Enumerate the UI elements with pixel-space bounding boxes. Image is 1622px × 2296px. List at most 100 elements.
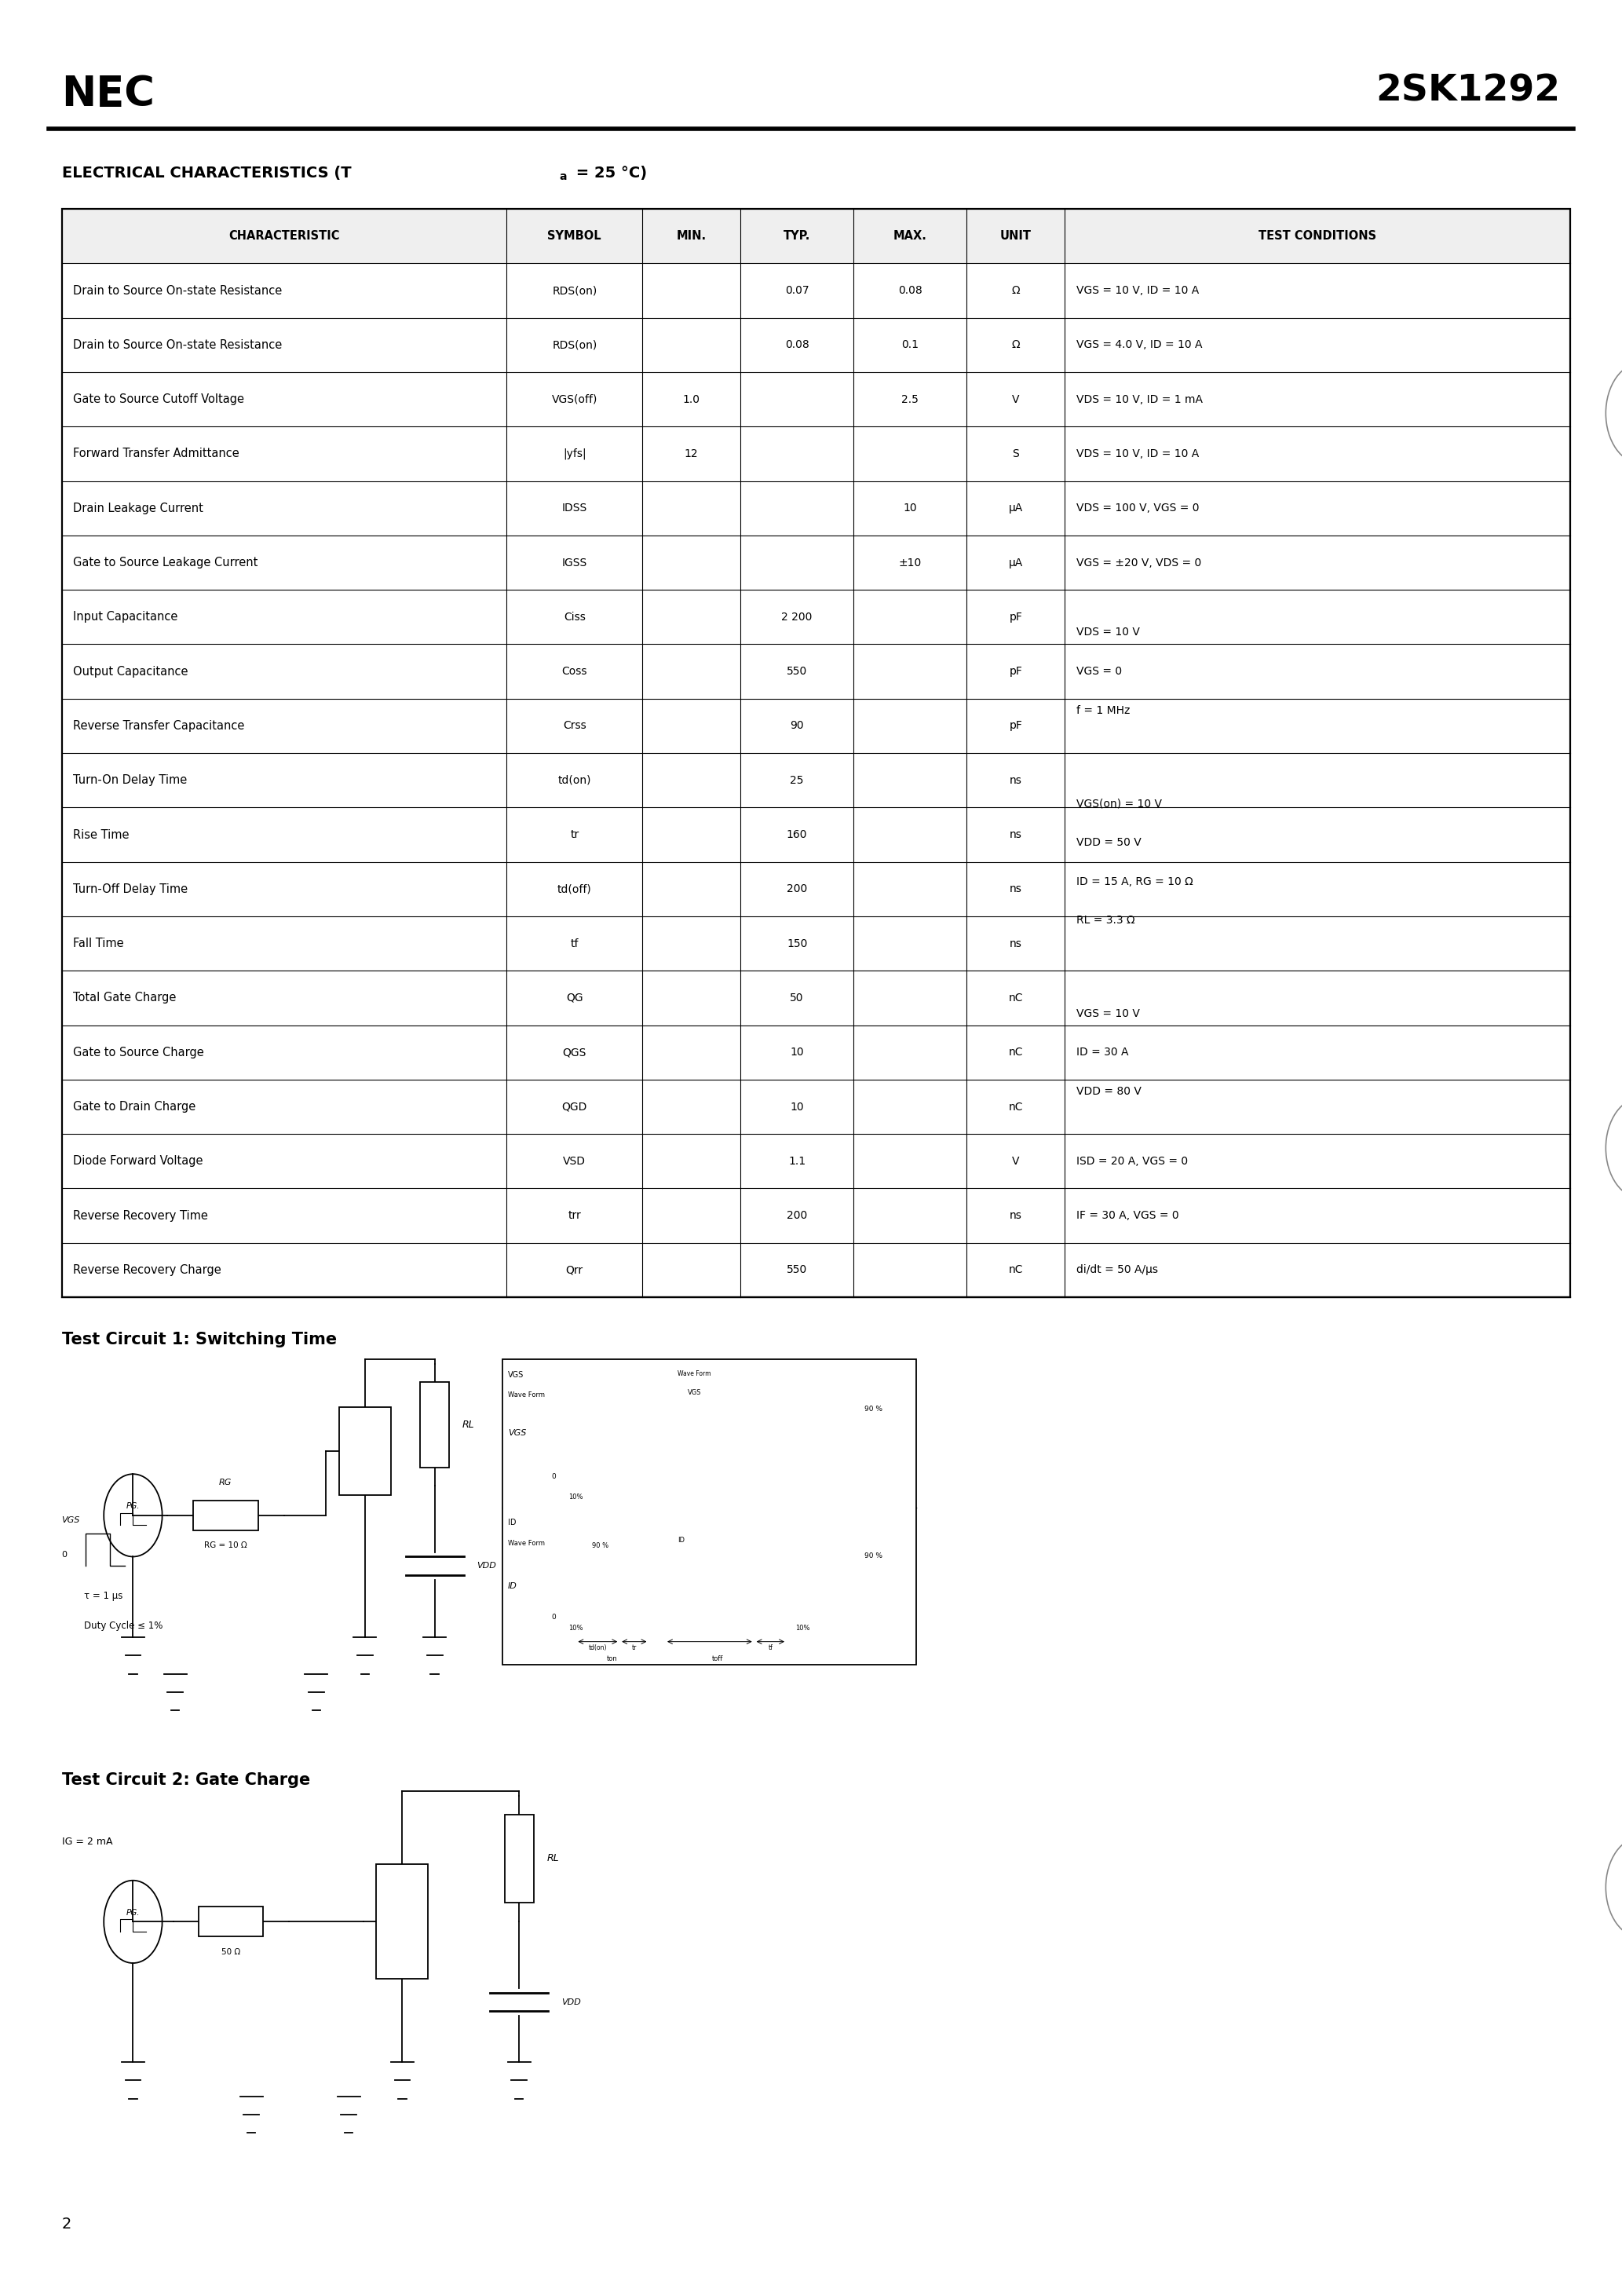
Bar <box>376 1864 428 1979</box>
Text: RG = 10 Ω: RG = 10 Ω <box>204 1543 247 1550</box>
Bar <box>339 1407 391 1495</box>
Text: 10%: 10% <box>569 1492 582 1502</box>
Text: SYMBOL: SYMBOL <box>548 230 602 241</box>
Text: RG: RG <box>219 1479 232 1488</box>
Text: 2: 2 <box>62 2218 71 2232</box>
Text: ID: ID <box>508 1520 516 1527</box>
Text: Gate to Source Leakage Current: Gate to Source Leakage Current <box>73 556 258 569</box>
Text: Input Capacitance: Input Capacitance <box>73 611 178 622</box>
Bar <box>62 209 1570 1297</box>
Text: Turn-Off Delay Time: Turn-Off Delay Time <box>73 884 188 895</box>
Text: pF: pF <box>1009 721 1022 732</box>
Text: Reverse Recovery Time: Reverse Recovery Time <box>73 1210 208 1221</box>
Text: 2SK1292: 2SK1292 <box>1375 73 1560 108</box>
Text: 0: 0 <box>551 1614 556 1621</box>
Text: 10%: 10% <box>569 1626 582 1632</box>
Text: PG.: PG. <box>127 1908 139 1917</box>
Text: ton: ton <box>607 1655 618 1662</box>
Text: 90 %: 90 % <box>865 1405 882 1412</box>
Text: ID = 15 A, RG = 10 Ω: ID = 15 A, RG = 10 Ω <box>1075 877 1192 886</box>
Text: IDSS: IDSS <box>561 503 587 514</box>
Text: RL: RL <box>462 1419 475 1430</box>
Text: 50 Ω: 50 Ω <box>222 1947 240 1956</box>
Text: RDS(on): RDS(on) <box>551 285 597 296</box>
Text: PG.: PG. <box>127 1502 139 1511</box>
Text: Total Gate Charge: Total Gate Charge <box>73 992 177 1003</box>
Text: Diode Forward Voltage: Diode Forward Voltage <box>73 1155 203 1166</box>
Text: VGS: VGS <box>688 1389 701 1396</box>
Text: TYP.: TYP. <box>783 230 811 241</box>
Bar <box>420 1382 449 1467</box>
Text: 50: 50 <box>790 992 805 1003</box>
Text: ID: ID <box>678 1536 684 1543</box>
Text: VDS = 10 V: VDS = 10 V <box>1075 627 1140 638</box>
Text: Test Circuit 1: Switching Time: Test Circuit 1: Switching Time <box>62 1332 336 1348</box>
Text: 0.08: 0.08 <box>899 285 923 296</box>
Text: Gate to Drain Charge: Gate to Drain Charge <box>73 1100 196 1114</box>
Text: 2.5: 2.5 <box>902 395 918 404</box>
Text: Turn-On Delay Time: Turn-On Delay Time <box>73 774 187 785</box>
Bar <box>504 1814 534 1903</box>
Text: toff: toff <box>712 1655 723 1662</box>
Text: = 25 °C): = 25 °C) <box>571 165 647 179</box>
Text: 2 200: 2 200 <box>782 611 813 622</box>
Text: Crss: Crss <box>563 721 586 732</box>
Text: ns: ns <box>1009 884 1022 895</box>
Text: IG = 2 mA: IG = 2 mA <box>62 1837 112 1846</box>
Bar <box>503 1359 916 1665</box>
Text: 550: 550 <box>787 666 808 677</box>
Text: T.U.T.: T.U.T. <box>389 1908 415 1917</box>
Text: 10: 10 <box>790 1102 805 1111</box>
Text: |yfs|: |yfs| <box>563 448 586 459</box>
Text: di/dt = 50 A/μs: di/dt = 50 A/μs <box>1075 1265 1158 1277</box>
Text: μA: μA <box>1009 558 1023 567</box>
Text: VDD = 80 V: VDD = 80 V <box>1075 1086 1142 1097</box>
Text: VDS = 100 V, VGS = 0: VDS = 100 V, VGS = 0 <box>1075 503 1199 514</box>
Text: RL: RL <box>547 1853 560 1864</box>
Text: a: a <box>560 172 568 181</box>
Text: td(on): td(on) <box>558 774 590 785</box>
Text: nC: nC <box>1009 1102 1023 1111</box>
Text: nC: nC <box>1009 992 1023 1003</box>
Text: Test Circuit 2: Gate Charge: Test Circuit 2: Gate Charge <box>62 1773 310 1789</box>
Text: 90 %: 90 % <box>865 1552 882 1559</box>
Text: VDD: VDD <box>561 1998 581 2007</box>
Text: Gate to Source Charge: Gate to Source Charge <box>73 1047 204 1058</box>
Text: 10: 10 <box>790 1047 805 1058</box>
Text: ns: ns <box>1009 1210 1022 1221</box>
Text: Ω: Ω <box>1012 340 1020 351</box>
Text: QGD: QGD <box>561 1102 587 1111</box>
Text: VGS(on) = 10 V: VGS(on) = 10 V <box>1075 799 1161 808</box>
Text: Output Capacitance: Output Capacitance <box>73 666 188 677</box>
Text: 200: 200 <box>787 1210 808 1221</box>
Text: Coss: Coss <box>561 666 587 677</box>
Text: T.U.T.: T.U.T. <box>352 1437 378 1446</box>
Text: VDD = 50 V: VDD = 50 V <box>1075 838 1142 847</box>
Text: τ = 1 μs: τ = 1 μs <box>84 1591 123 1600</box>
Text: Ω: Ω <box>1012 285 1020 296</box>
Text: Drain to Source On-state Resistance: Drain to Source On-state Resistance <box>73 285 282 296</box>
Text: 0.08: 0.08 <box>785 340 809 351</box>
Bar <box>193 1502 258 1529</box>
Text: Duty Cycle ≤ 1%: Duty Cycle ≤ 1% <box>84 1621 164 1630</box>
Text: 1.0: 1.0 <box>683 395 701 404</box>
Text: tr: tr <box>631 1644 637 1651</box>
Text: ID = 30 A: ID = 30 A <box>1075 1047 1129 1058</box>
Text: Drain to Source On-state Resistance: Drain to Source On-state Resistance <box>73 340 282 351</box>
Text: Reverse Transfer Capacitance: Reverse Transfer Capacitance <box>73 721 245 732</box>
Text: 0: 0 <box>551 1472 556 1479</box>
Text: 10: 10 <box>903 503 916 514</box>
Text: ns: ns <box>1009 829 1022 840</box>
Text: ISD = 20 A, VGS = 0: ISD = 20 A, VGS = 0 <box>1075 1155 1187 1166</box>
Text: VDD: VDD <box>477 1561 496 1570</box>
Text: 10%: 10% <box>796 1626 809 1632</box>
Text: 160: 160 <box>787 829 808 840</box>
Text: Gate to Source Cutoff Voltage: Gate to Source Cutoff Voltage <box>73 393 245 406</box>
Text: 12: 12 <box>684 448 699 459</box>
Text: VGS: VGS <box>62 1515 79 1525</box>
Text: 0: 0 <box>62 1550 67 1559</box>
Text: QGS: QGS <box>563 1047 587 1058</box>
Bar <box>200 1906 263 1938</box>
Text: tf: tf <box>769 1644 772 1651</box>
Text: Wave Form: Wave Form <box>678 1371 710 1378</box>
